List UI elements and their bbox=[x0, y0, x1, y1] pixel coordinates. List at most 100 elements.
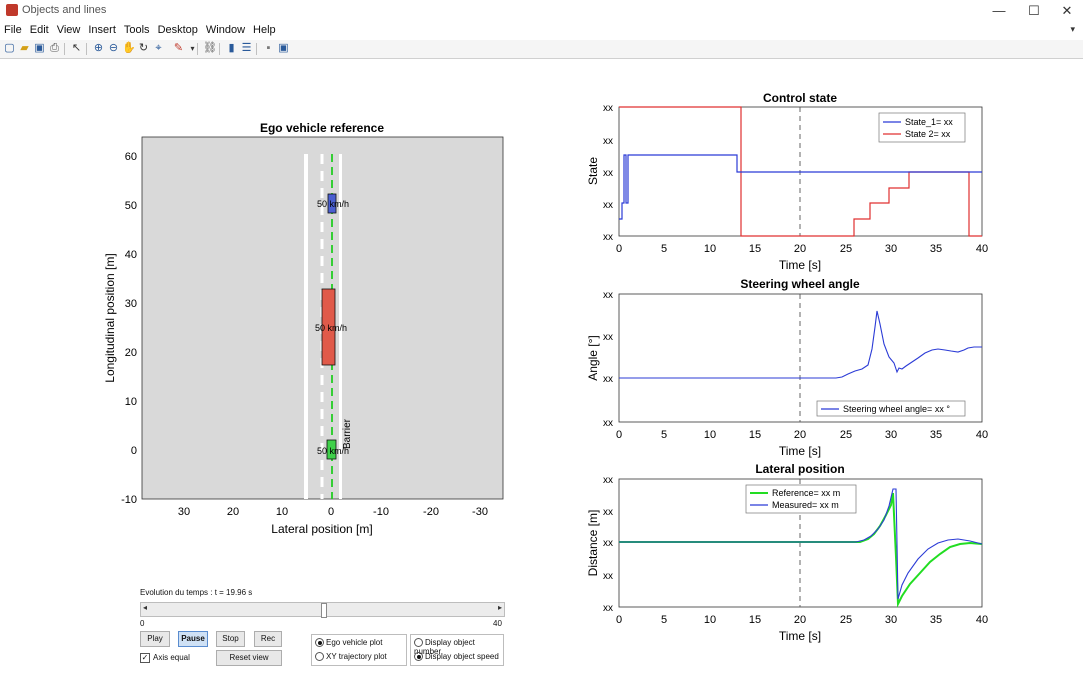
steering-angle-line bbox=[619, 310, 982, 379]
menu-window[interactable]: Window bbox=[205, 24, 246, 36]
hide-plot-tools-icon[interactable]: ▪ bbox=[266, 42, 271, 54]
lateral-position-plot[interactable]: Lateral position Reference= xx m Measure… bbox=[586, 462, 988, 643]
plot2-ytick: xx bbox=[603, 332, 613, 343]
link-plot-icon[interactable]: ⛓ bbox=[203, 42, 217, 54]
pause-button[interactable]: Pause bbox=[178, 631, 208, 647]
insert-colorbar-icon[interactable]: ▮ bbox=[228, 42, 235, 54]
brush-dropdown-icon[interactable]: ▾ bbox=[190, 44, 195, 53]
minimize-button[interactable]: — bbox=[992, 3, 1006, 18]
plot2-xtick: 40 bbox=[976, 429, 988, 441]
menu-tools[interactable]: Tools bbox=[123, 24, 150, 36]
radio-label: Ego vehicle plot bbox=[326, 638, 383, 647]
plot1-ytick: xx bbox=[603, 136, 613, 147]
plot1-ylabel: State bbox=[586, 157, 600, 185]
menu-overflow-icon[interactable]: ▾ bbox=[1070, 24, 1075, 34]
stop-button[interactable]: Stop bbox=[216, 631, 245, 647]
reset-view-button[interactable]: Reset view bbox=[216, 650, 282, 666]
ego-ylabel: Longitudinal position [m] bbox=[103, 253, 117, 382]
menu-help[interactable]: Help bbox=[253, 24, 276, 36]
new-figure-icon[interactable]: ▢ bbox=[4, 42, 15, 54]
plot3-ytick: xx bbox=[603, 475, 613, 486]
plot1-xtick: 40 bbox=[976, 243, 988, 255]
radio-on-icon[interactable] bbox=[315, 638, 324, 648]
window-title: Objects and lines bbox=[22, 4, 107, 16]
radio-label: XY trajectory plot bbox=[326, 652, 387, 661]
insert-legend-icon[interactable]: ☰ bbox=[241, 42, 252, 54]
radio-off-icon[interactable] bbox=[315, 652, 324, 662]
ego-ytick: 20 bbox=[125, 347, 137, 359]
open-icon[interactable]: ▰ bbox=[20, 42, 29, 54]
plot2-ytick: xx bbox=[603, 374, 613, 385]
plot3-ytick: xx bbox=[603, 603, 613, 614]
menu-desktop[interactable]: Desktop bbox=[157, 24, 198, 36]
rec-button[interactable]: Rec bbox=[254, 631, 282, 647]
zoom-in-icon[interactable]: ⊕ bbox=[93, 42, 104, 54]
vehicle-green bbox=[326, 439, 337, 460]
pan-icon[interactable]: ✋ bbox=[122, 42, 136, 54]
ego-ytick: 10 bbox=[125, 396, 137, 408]
plot3-xlabel: Time [s] bbox=[779, 629, 821, 643]
print-icon[interactable]: ⎙ bbox=[50, 42, 59, 54]
plot2-ylabel: Angle [°] bbox=[586, 335, 600, 381]
play-button[interactable]: Play bbox=[140, 631, 170, 647]
show-plot-tools-icon[interactable]: ▣ bbox=[278, 42, 289, 54]
plot1-xtick: 15 bbox=[749, 243, 761, 255]
plot1-ytick: xx bbox=[603, 103, 613, 114]
toolbar-separator bbox=[219, 43, 220, 55]
plot2-xtick: 35 bbox=[930, 429, 942, 441]
menu-edit[interactable]: Edit bbox=[29, 24, 49, 36]
ego-ytick: 50 bbox=[125, 200, 137, 212]
plot1-ytick: xx bbox=[603, 232, 613, 243]
radio-off-icon[interactable] bbox=[414, 638, 423, 648]
axis-equal-checkbox[interactable]: ✓ Axis equal bbox=[140, 653, 190, 663]
toolbar-separator bbox=[86, 43, 87, 55]
matlab-icon bbox=[6, 4, 18, 16]
menu-file[interactable]: File bbox=[4, 24, 22, 36]
legend-steering: Steering wheel angle= xx ° bbox=[843, 404, 950, 414]
control-state-plot[interactable]: Control state State_1= xx State 2= xx xx… bbox=[586, 91, 988, 272]
plot2-xtick: 25 bbox=[840, 429, 852, 441]
ego-vehicle-plot[interactable]: Ego vehicle reference 50 km/h 50 km/h 50… bbox=[103, 121, 504, 536]
plot1-ytick: xx bbox=[603, 200, 613, 211]
brush-icon[interactable]: ✎ bbox=[173, 42, 184, 54]
zoom-out-icon[interactable]: ⊖ bbox=[108, 42, 119, 54]
toolbar: ▢ ▰ ▣ ⎙ ↖ ⊕ ⊖ ✋ ↻ ⌖ ✎ ▾ ⛓ ▮ ☰ ▪ ▣ bbox=[0, 40, 1083, 59]
legend-state1: State_1= xx bbox=[905, 117, 953, 127]
legend-reference: Reference= xx m bbox=[772, 488, 840, 498]
steering-angle-plot[interactable]: Steering wheel angle Steering wheel angl… bbox=[586, 277, 988, 458]
close-button[interactable]: ✕ bbox=[1061, 3, 1073, 18]
checkbox-checked-icon[interactable]: ✓ bbox=[140, 653, 150, 663]
plot1-xtick: 5 bbox=[661, 243, 667, 255]
menu-view[interactable]: View bbox=[56, 24, 81, 36]
slider-right-arrow-icon[interactable]: ▸ bbox=[497, 603, 502, 612]
plot2-ytick: xx bbox=[603, 290, 613, 301]
radio-xy-trajectory-plot[interactable]: XY trajectory plot bbox=[315, 652, 387, 662]
plot2-xtick: 10 bbox=[704, 429, 716, 441]
plot2-ytick: xx bbox=[603, 418, 613, 429]
plot2-title: Steering wheel angle bbox=[740, 277, 860, 291]
time-slider[interactable]: ◂ ▸ bbox=[140, 602, 505, 618]
radio-on-icon[interactable] bbox=[414, 652, 423, 662]
road-edge-right bbox=[339, 154, 342, 499]
plot3-ylabel: Distance [m] bbox=[586, 510, 600, 577]
rotate-icon[interactable]: ↻ bbox=[138, 42, 149, 54]
radio-label: Display object speed bbox=[425, 652, 499, 661]
ego-xtick: 30 bbox=[178, 506, 190, 518]
radio-display-object-speed[interactable]: Display object speed bbox=[414, 652, 499, 662]
plot1-legend bbox=[878, 112, 966, 143]
plot3-xtick: 25 bbox=[840, 614, 852, 626]
slider-left-arrow-icon[interactable]: ◂ bbox=[143, 603, 148, 612]
figure-svg: Ego vehicle reference 50 km/h 50 km/h 50… bbox=[103, 91, 988, 643]
plot1-xlabel: Time [s] bbox=[779, 258, 821, 272]
radio-display-object-number[interactable]: Display object number bbox=[414, 638, 503, 656]
pointer-icon[interactable]: ↖ bbox=[71, 42, 82, 54]
plot3-ytick: xx bbox=[603, 538, 613, 549]
slider-thumb[interactable] bbox=[321, 603, 327, 618]
plot3-xtick: 0 bbox=[616, 614, 622, 626]
data-cursor-icon[interactable]: ⌖ bbox=[155, 42, 162, 54]
save-icon[interactable]: ▣ bbox=[34, 42, 45, 54]
menu-insert[interactable]: Insert bbox=[88, 24, 116, 36]
maximize-button[interactable]: ☐ bbox=[1028, 3, 1040, 18]
measured-line bbox=[619, 488, 983, 600]
radio-ego-vehicle-plot[interactable]: Ego vehicle plot bbox=[315, 638, 383, 648]
